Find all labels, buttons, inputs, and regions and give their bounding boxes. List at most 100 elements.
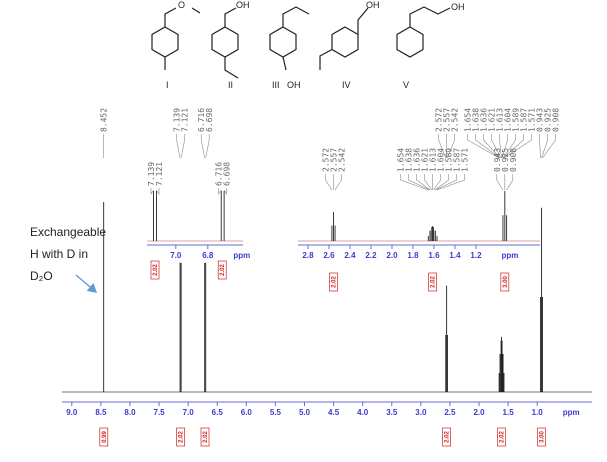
leader-line	[542, 134, 556, 159]
peak-label: 0.943	[493, 148, 502, 172]
integral-label: 2.02	[500, 431, 506, 443]
leader-line	[176, 134, 181, 159]
peak-label: 2.572	[435, 108, 444, 132]
x-tick-label: 8.5	[95, 408, 107, 417]
structure-label: II	[228, 80, 233, 90]
bond	[282, 6, 310, 27]
leader-line	[435, 174, 457, 191]
leader-line	[475, 134, 501, 159]
integral-box	[442, 427, 451, 447]
x-tick-label: 1.4	[449, 251, 461, 260]
group-label: OH	[287, 80, 301, 90]
peak-label: 6.716	[197, 108, 206, 132]
x-tick-label: 7.0	[170, 251, 182, 260]
peak-label: 1.638	[472, 108, 481, 132]
peak-label: 6.698	[223, 162, 232, 186]
peak-label: 1.621	[488, 108, 497, 132]
leader-line	[491, 134, 502, 159]
peak-label: 1.589	[445, 148, 454, 172]
x-tick-label: 1.6	[428, 251, 440, 260]
x-axis-label: ppm	[563, 408, 580, 417]
leader-line	[447, 134, 455, 159]
leader-line	[503, 134, 532, 159]
group-label: O	[178, 0, 185, 10]
group-label: OH	[236, 0, 250, 10]
peak-label: 7.121	[155, 162, 164, 186]
integral-label: 2.02	[153, 264, 159, 276]
leader-line	[325, 174, 333, 191]
bond	[319, 48, 333, 70]
x-tick-label: 7.5	[154, 408, 166, 417]
x-tick-label: 3.5	[386, 408, 398, 417]
structure-label: V	[403, 80, 409, 90]
peak-label: 1.636	[413, 148, 422, 172]
peak-label: 7.139	[173, 108, 182, 132]
x-tick-label: 4.0	[357, 408, 369, 417]
integral-label: 2.02	[445, 431, 451, 443]
integral-box	[99, 427, 109, 447]
x-tick-label: 2.2	[365, 251, 377, 260]
integral-box	[176, 427, 185, 447]
leader-line	[334, 174, 342, 191]
bond	[282, 56, 287, 71]
structure-label: III	[272, 80, 280, 90]
x-tick-label: 2.5	[444, 408, 456, 417]
structure-label: IV	[342, 80, 351, 90]
leader-line	[501, 134, 508, 159]
x-tick-label: 8.0	[124, 408, 136, 417]
x-tick-label: 1.8	[407, 251, 419, 260]
integral-label: 3.00	[540, 431, 546, 443]
leader-line	[434, 174, 449, 191]
peak-label: 2.557	[329, 148, 338, 172]
integral-box	[497, 427, 506, 447]
bond	[164, 7, 177, 27]
x-axis-label: ppm	[502, 251, 519, 260]
peak-label: 1.604	[437, 148, 446, 172]
peak-label: 0.908	[552, 108, 561, 132]
integral-label: 0.99	[102, 431, 108, 443]
x-tick-label: 2.0	[386, 251, 398, 260]
bond	[224, 57, 239, 79]
peak-label: 7.139	[147, 162, 156, 186]
leader-line	[436, 174, 465, 191]
group-label: OH	[366, 0, 380, 10]
peak-label: 6.698	[205, 108, 214, 132]
peak-label: 6.716	[215, 162, 224, 186]
bond	[409, 6, 451, 27]
leader-line	[223, 188, 227, 196]
leader-line	[502, 134, 516, 159]
x-tick-label: 1.0	[532, 408, 544, 417]
structures: O OH OH OH OH I II III IV V	[151, 0, 465, 90]
x-tick-label: 4.5	[328, 408, 340, 417]
ring	[151, 26, 179, 58]
leader-line	[205, 134, 210, 159]
peak-label: 1.589	[512, 108, 521, 132]
leader-line	[467, 134, 500, 159]
integral-box	[329, 272, 338, 292]
peak-label: 2.542	[451, 108, 460, 132]
group-label: OH	[451, 2, 465, 12]
x-tick-label: 9.0	[66, 408, 78, 417]
x-tick-label: 1.2	[470, 251, 482, 260]
ring	[396, 26, 424, 58]
leader-line	[408, 174, 431, 191]
peak-label: 1.654	[464, 108, 473, 132]
peak-label: 2.542	[337, 148, 346, 172]
peak-label: 1.571	[461, 148, 470, 172]
integral-label: 3.00	[503, 276, 509, 288]
x-axis-label: ppm	[233, 251, 250, 260]
leader-line	[506, 174, 514, 191]
ring	[269, 26, 297, 58]
integral-label: 2.02	[179, 431, 185, 443]
peak-label: 1.587	[520, 108, 529, 132]
peak-label: 2.572	[321, 148, 330, 172]
bond	[191, 7, 201, 14]
structure-label: I	[166, 80, 169, 90]
leader-line	[156, 188, 160, 196]
integral-label: 2.02	[203, 431, 209, 443]
annotation: H with D in	[30, 247, 88, 261]
peak-label: 1.587	[453, 148, 462, 172]
ring	[211, 26, 239, 58]
leader-line	[539, 134, 541, 159]
